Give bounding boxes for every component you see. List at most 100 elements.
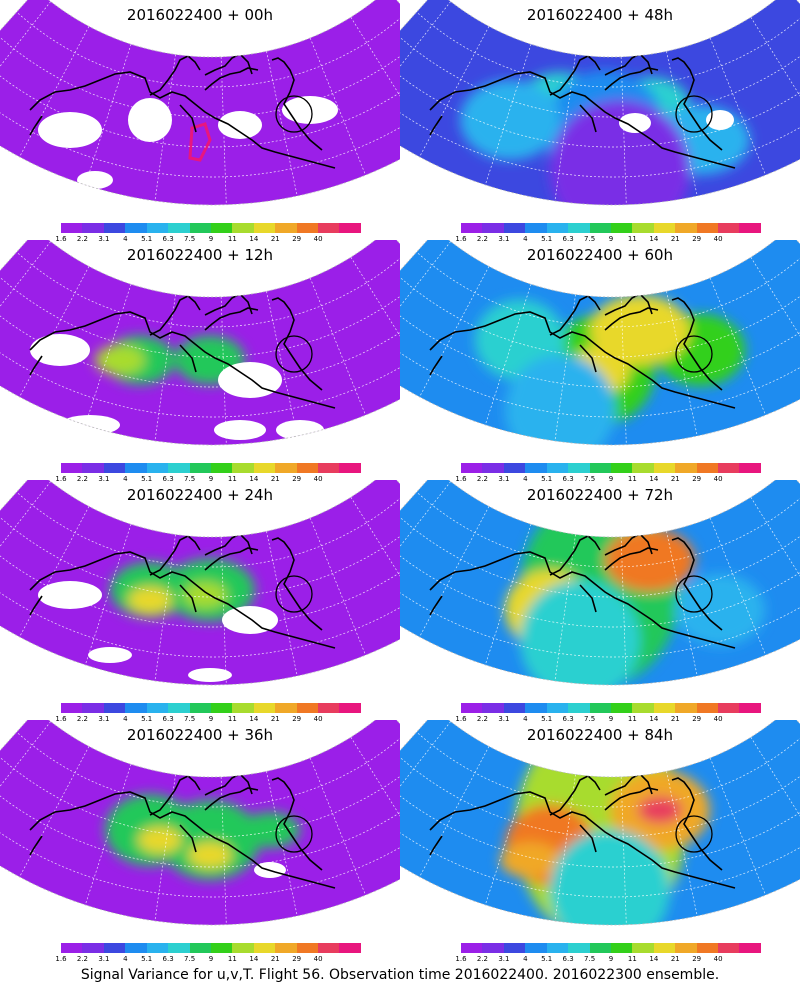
colorbar-swatch xyxy=(125,703,147,713)
colorbar-swatch xyxy=(482,463,504,473)
colorbar-label: 11 xyxy=(227,475,237,483)
colorbar-swatch xyxy=(103,703,126,713)
colorbar-swatch xyxy=(589,463,611,473)
colorbar-swatch xyxy=(210,223,233,233)
colorbar-label: 5.1 xyxy=(141,235,153,243)
colorbar-label: 40 xyxy=(713,235,723,243)
colorbar-label: 7.5 xyxy=(184,955,196,963)
colorbar-swatch xyxy=(275,223,297,233)
colorbar-label: 1.6 xyxy=(55,235,67,243)
colorbar-swatch xyxy=(296,703,319,713)
panel-title: 2016022400 + 24h xyxy=(126,486,274,504)
colorbar-label: 21 xyxy=(670,235,680,243)
colorbar-label: 6.3 xyxy=(562,715,574,723)
colorbar-label: 2.2 xyxy=(76,955,88,963)
colorbar-label: 6.3 xyxy=(562,475,574,483)
colorbar-label: 14 xyxy=(249,475,259,483)
colorbar-swatch xyxy=(718,943,740,953)
figure-caption: Signal Variance for u,v,T. Flight 56. Ob… xyxy=(80,967,720,983)
colorbar-swatch xyxy=(461,703,483,713)
colorbar-label: 9 xyxy=(208,955,214,963)
colorbar-label: 29 xyxy=(692,715,702,723)
map-panel-24h: 2016022400 + 24h 1.6 2.2 3.1 4 5.1 6.3 7.5 9 11 1… xyxy=(0,480,400,723)
colorbar-label: 5.1 xyxy=(141,955,153,963)
colorbar-swatch xyxy=(189,943,211,953)
colorbar-label: 29 xyxy=(292,475,302,483)
contour-map xyxy=(0,240,400,446)
colorbar-swatch xyxy=(168,223,190,233)
colorbar-label: 2.2 xyxy=(476,235,488,243)
colorbar-swatch xyxy=(146,703,169,713)
colorbar-swatch xyxy=(653,943,676,953)
map-panel-72h: 2016022400 + 72h 1.6 2.2 3.1 4 5.1 6.3 7.5 9 11 1… xyxy=(400,480,800,723)
colorbar-swatch xyxy=(318,943,340,953)
colorbar-label: 11 xyxy=(627,715,637,723)
colorbar-swatch xyxy=(503,463,526,473)
colorbar-swatch xyxy=(318,463,340,473)
colorbar-label: 5.1 xyxy=(541,955,553,963)
colorbar-swatch xyxy=(718,703,740,713)
colorbar-label: 7.5 xyxy=(584,955,596,963)
contour-map xyxy=(400,720,800,926)
colorbar-swatch xyxy=(525,703,547,713)
colorbar-swatch xyxy=(253,463,276,473)
contour-map xyxy=(0,0,400,206)
colorbar-swatch xyxy=(296,943,319,953)
colorbar-swatch xyxy=(503,943,526,953)
colorbar-swatch xyxy=(189,703,211,713)
colorbar-swatch xyxy=(589,703,611,713)
colorbar-swatch xyxy=(610,943,633,953)
map-panel-48h: 2016022400 + 48h 1.6 2.2 3.1 4 5.1 6.3 7.5 9 11 1… xyxy=(400,0,800,243)
colorbar-swatch xyxy=(232,223,254,233)
colorbar-label: 5.1 xyxy=(541,235,553,243)
colorbar-label: 21 xyxy=(270,715,280,723)
colorbar-label: 1.6 xyxy=(55,955,67,963)
colorbar-label: 3.1 xyxy=(498,475,510,483)
colorbar-swatch xyxy=(253,223,276,233)
colorbar-swatch xyxy=(461,223,483,233)
colorbar-label: 11 xyxy=(627,955,637,963)
colorbar-swatch xyxy=(103,943,126,953)
colorbar-swatch xyxy=(82,463,104,473)
colorbar-label: 1.6 xyxy=(455,475,467,483)
panel-title: 2016022400 + 00h xyxy=(126,6,274,24)
colorbar-swatch xyxy=(125,223,147,233)
colorbar-labels: 1.6 2.2 3.1 4 5.1 6.3 7.5 9 11 14 21 29 40 xyxy=(455,235,761,245)
contour-map xyxy=(0,480,400,686)
colorbar-label: 21 xyxy=(270,475,280,483)
colorbar-swatch xyxy=(632,943,654,953)
colorbar-label: 4 xyxy=(123,475,128,483)
colorbar-swatch xyxy=(675,463,697,473)
colorbar-swatch xyxy=(568,703,590,713)
colorbar-labels: 1.6 2.2 3.1 4 5.1 6.3 7.5 9 11 14 21 29 40 xyxy=(455,715,761,725)
colorbar-label: 1.6 xyxy=(55,475,67,483)
colorbar-swatch xyxy=(653,223,676,233)
colorbar-labels: 1.6 2.2 3.1 4 5.1 6.3 7.5 9 11 14 21 29 40 xyxy=(455,955,761,965)
colorbar-swatch xyxy=(718,463,740,473)
colorbar-swatch xyxy=(610,463,633,473)
colorbar xyxy=(461,703,761,713)
colorbar-swatch xyxy=(61,703,83,713)
colorbar-swatch xyxy=(610,703,633,713)
colorbar-label: 6.3 xyxy=(162,475,174,483)
colorbar-labels: 1.6 2.2 3.1 4 5.1 6.3 7.5 9 11 14 21 29 40 xyxy=(55,235,361,245)
colorbar-label: 14 xyxy=(249,235,259,243)
colorbar xyxy=(461,943,761,953)
colorbar-label: 4 xyxy=(523,955,528,963)
colorbar-label: 40 xyxy=(313,235,323,243)
colorbar-label: 11 xyxy=(627,475,637,483)
panel-title: 2016022400 + 84h xyxy=(526,726,674,744)
colorbar-label: 40 xyxy=(313,715,323,723)
colorbar-swatch xyxy=(675,223,697,233)
colorbar-swatch xyxy=(210,463,233,473)
colorbar-label: 5.1 xyxy=(541,715,553,723)
colorbar-label: 5.1 xyxy=(141,715,153,723)
colorbar xyxy=(61,463,361,473)
colorbar-label: 4 xyxy=(123,955,128,963)
colorbar-label: 7.5 xyxy=(184,235,196,243)
colorbar-swatch xyxy=(632,463,654,473)
colorbar-swatch xyxy=(103,463,126,473)
colorbar-swatch xyxy=(696,223,719,233)
colorbar-label: 2.2 xyxy=(476,955,488,963)
colorbar-swatch xyxy=(589,943,611,953)
